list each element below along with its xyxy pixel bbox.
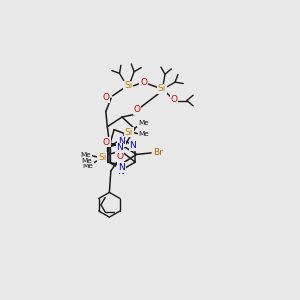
Text: O: O (133, 105, 140, 114)
Text: O: O (140, 78, 147, 87)
Text: Me: Me (139, 131, 149, 137)
Text: O: O (116, 152, 123, 161)
Text: N: N (117, 167, 124, 176)
Text: O: O (171, 95, 178, 104)
Text: Si: Si (158, 84, 166, 93)
Text: Me: Me (138, 120, 149, 126)
Text: Me: Me (82, 163, 93, 169)
Text: N: N (118, 163, 125, 172)
Text: N: N (130, 141, 136, 150)
Text: O: O (103, 137, 110, 146)
Text: Br: Br (153, 148, 163, 158)
Text: Si: Si (124, 128, 133, 136)
Text: Si: Si (124, 81, 132, 90)
Text: Si: Si (98, 153, 106, 162)
Text: N: N (118, 137, 125, 146)
Text: Me: Me (82, 158, 92, 164)
Text: O: O (102, 93, 109, 102)
Text: Me: Me (81, 152, 92, 158)
Text: N: N (117, 143, 123, 152)
